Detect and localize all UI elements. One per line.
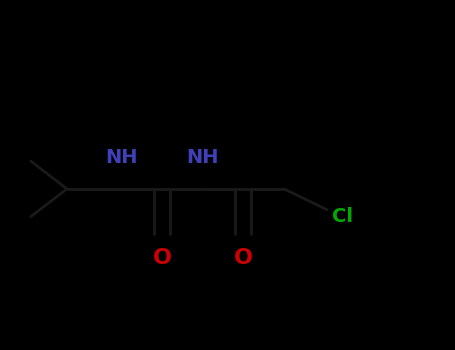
Text: O: O — [152, 248, 172, 268]
Text: Cl: Cl — [332, 207, 353, 226]
Text: O: O — [234, 248, 253, 268]
Text: NH: NH — [187, 148, 219, 167]
Text: NH: NH — [105, 148, 137, 167]
